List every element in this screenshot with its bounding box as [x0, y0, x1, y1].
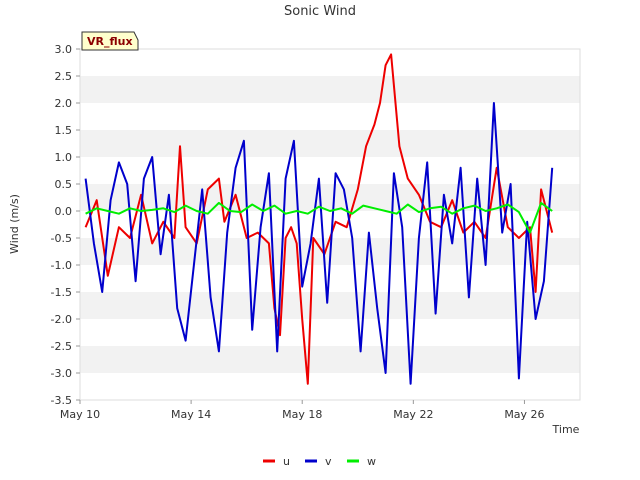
y-tick-label: 0.0 [55, 205, 73, 218]
y-tick-label: 3.0 [55, 43, 73, 56]
grid-band [80, 76, 580, 103]
series-line-u [84, 53, 554, 385]
y-tick-label: 2.5 [55, 70, 73, 83]
plot-frame [79, 48, 581, 401]
y-axis-label: Wind (m/s) [8, 194, 21, 254]
x-axis-label: Time [552, 423, 580, 436]
y-tick-label: 1.5 [55, 124, 73, 137]
legend-label-u: u [283, 455, 290, 468]
y-tick-label: -1.5 [51, 286, 72, 299]
badge-box [81, 31, 139, 51]
x-tick-label: May 26 [504, 408, 544, 421]
y-tick-label: -3.0 [51, 367, 72, 380]
y-axis-ticks: -3.5 -3.0 -2.5 -2.0 -1.5 -1.0 -0.5 0.0 0.5 1.0 1.5… [51, 43, 80, 407]
grid-band [80, 346, 580, 373]
series-lines [84, 53, 554, 385]
y-tick-label: -0.5 [51, 232, 72, 245]
legend: u v w [263, 455, 376, 468]
series-line-v [84, 102, 554, 385]
y-tick-label: -1.0 [51, 259, 72, 272]
legend-label-w: w [367, 455, 376, 468]
x-tick-label: May 22 [393, 408, 433, 421]
grid-band [80, 292, 580, 319]
chart-title: Sonic Wind [284, 4, 356, 19]
y-tick-label: 0.5 [55, 178, 73, 191]
badge-label: VR_flux [87, 35, 133, 48]
site-badge: VR_flux [81, 31, 139, 51]
x-tick-label: May 18 [282, 408, 322, 421]
legend-label-v: v [325, 455, 332, 468]
x-axis-ticks: May 10 May 14 May 18 May 22 May 26 [60, 400, 545, 421]
grid-band [80, 184, 580, 211]
y-tick-label: -2.0 [51, 313, 72, 326]
x-tick-label: May 10 [60, 408, 100, 421]
y-tick-label: 1.0 [55, 151, 73, 164]
y-tick-label: -3.5 [51, 394, 72, 407]
x-tick-label: May 14 [171, 408, 211, 421]
y-tick-label: 2.0 [55, 97, 73, 110]
series-line-w [85, 201, 553, 234]
grid-band [80, 130, 580, 157]
y-tick-label: -2.5 [51, 340, 72, 353]
